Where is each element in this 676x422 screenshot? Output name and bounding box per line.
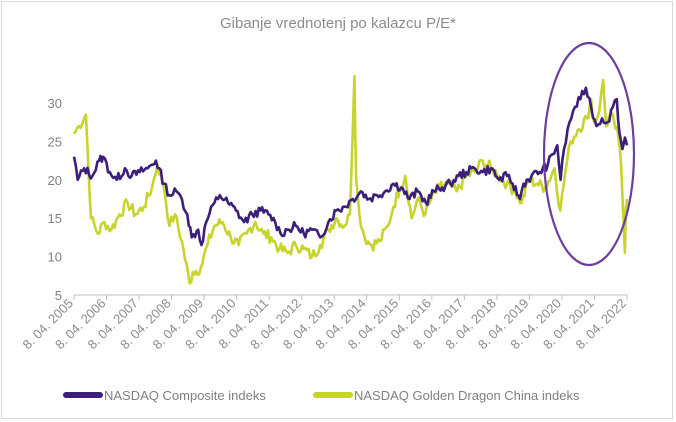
y-tick-label: 15 xyxy=(48,211,62,226)
y-tick-label: 10 xyxy=(48,250,62,265)
chart-title: Gibanje vrednotenj po kalazcu P/E* xyxy=(220,15,456,32)
series-line-nasdaq-golden-dragon-china-indeks xyxy=(72,74,629,285)
legend-label: NASDAQ Composite indeks xyxy=(104,388,266,403)
y-axis: 5 10 15 20 25 30 xyxy=(48,96,62,303)
legend: NASDAQ Composite indeks NASDAQ Golden Dra… xyxy=(63,388,580,403)
y-tick-label: 20 xyxy=(48,173,62,188)
legend-label: NASDAQ Golden Dragon China indeks xyxy=(354,388,580,403)
highlight-ellipse xyxy=(542,41,636,267)
series-group xyxy=(72,74,629,285)
y-tick-label: 5 xyxy=(55,288,62,303)
y-tick-label: 25 xyxy=(48,134,62,149)
y-tick-label: 30 xyxy=(48,96,62,111)
series-line-nasdaq-composite-indeks xyxy=(72,86,629,247)
